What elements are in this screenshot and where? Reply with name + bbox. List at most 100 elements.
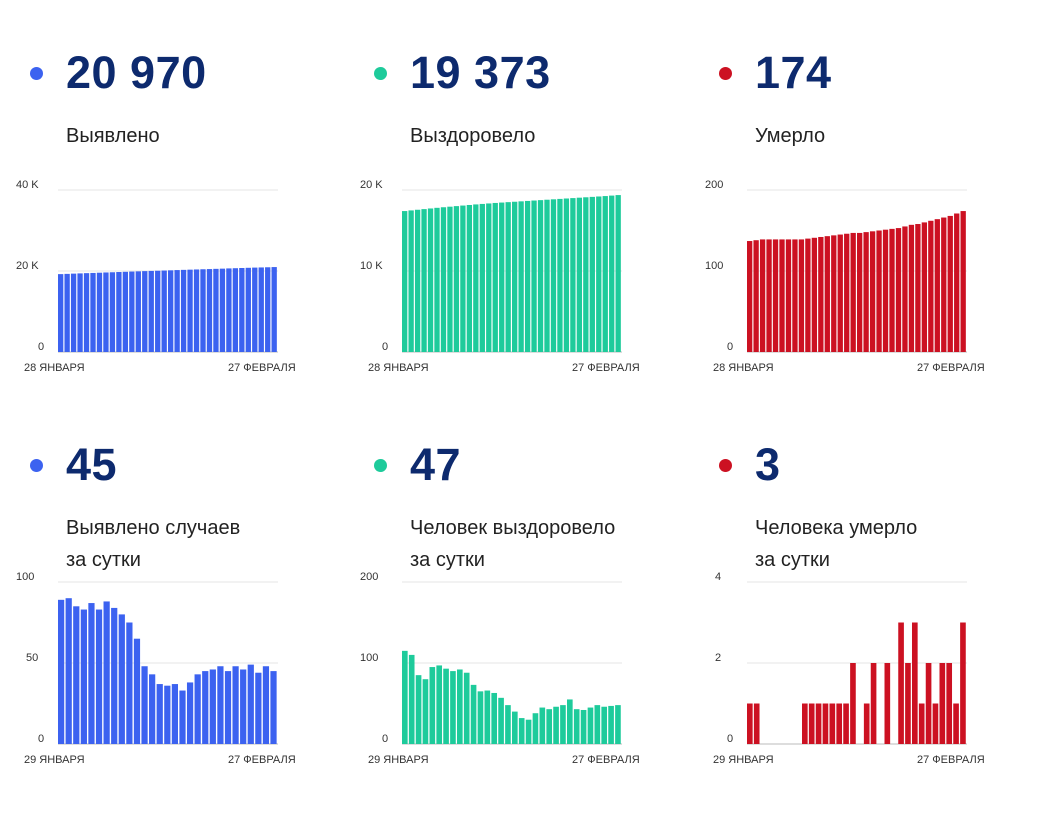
y-tick-label: 2	[715, 652, 721, 664]
bar	[844, 233, 850, 352]
bar	[902, 226, 908, 352]
bar	[443, 668, 449, 744]
bar	[587, 707, 594, 744]
bar	[882, 229, 889, 352]
panel-total-detected: 20 970 Выявлено 0 20 K 40 K 28 ЯНВАРЯ 27 ФЕВРА…	[16, 38, 360, 428]
bar	[466, 204, 473, 352]
bar	[805, 238, 811, 352]
bar	[609, 195, 615, 352]
stat-label-line: Умерло	[755, 125, 826, 147]
bar	[202, 671, 209, 744]
bar	[870, 663, 877, 744]
bar	[155, 270, 161, 352]
bar	[486, 203, 492, 352]
stat-label: Выявлено	[66, 120, 160, 152]
bar	[270, 671, 277, 744]
bar	[505, 202, 511, 352]
x-tick-label-end: 27 ФЕВРАЛЯ	[572, 362, 640, 374]
panel-daily-detected: 45 Выявлено случаев за сутки 0 50 100 29 ЯНВАР…	[16, 430, 360, 820]
bar	[64, 273, 70, 352]
y-tick-label: 20 K	[360, 179, 383, 191]
bar	[90, 272, 96, 352]
bar	[576, 197, 583, 352]
stat-label-line: за сутки	[755, 549, 830, 571]
bar	[232, 268, 239, 352]
bar	[615, 705, 621, 744]
y-tick-label: 20 K	[16, 260, 39, 272]
bar	[941, 217, 947, 352]
bar	[116, 272, 122, 352]
bar	[186, 682, 194, 744]
legend-dot-icon	[30, 459, 43, 472]
bar	[232, 666, 239, 744]
bar	[164, 685, 171, 744]
bar	[918, 703, 925, 744]
y-tick-label: 0	[38, 733, 44, 745]
y-tick-label: 50	[26, 652, 38, 664]
bar	[829, 703, 836, 744]
bar	[546, 709, 553, 744]
bar	[142, 271, 148, 352]
bar	[921, 222, 928, 352]
bar	[271, 267, 277, 352]
y-tick-label: 0	[727, 733, 733, 745]
bar	[915, 224, 921, 352]
bar	[109, 272, 116, 352]
bar	[219, 268, 226, 352]
bar	[436, 665, 443, 744]
y-tick-label: 100	[16, 571, 34, 583]
bar	[594, 705, 601, 744]
bar	[402, 650, 408, 744]
bar	[557, 198, 563, 352]
legend-dot-icon	[719, 459, 732, 472]
bar	[209, 669, 216, 744]
bar	[226, 268, 232, 352]
bar	[596, 196, 602, 352]
bar	[187, 269, 193, 352]
bar	[477, 691, 484, 744]
bar	[168, 270, 174, 352]
y-tick-label: 40 K	[16, 179, 39, 191]
bar	[252, 267, 258, 352]
bar	[126, 622, 133, 744]
bar	[484, 690, 491, 744]
stat-value: 47	[410, 439, 462, 490]
bar	[65, 598, 72, 744]
bar	[518, 201, 524, 352]
bar	[573, 709, 580, 744]
bar	[505, 705, 511, 744]
stat-label: Человек выздоровело за сутки	[410, 512, 615, 576]
bar	[457, 669, 463, 744]
bar	[171, 684, 179, 744]
x-tick-label-end: 27 ФЕВРАЛЯ	[228, 754, 296, 766]
bar	[798, 239, 805, 352]
bar	[589, 196, 595, 352]
bar	[563, 198, 570, 352]
bar	[583, 197, 589, 352]
y-tick-label: 200	[705, 179, 723, 191]
bar	[615, 195, 621, 352]
bar	[876, 230, 882, 352]
bar	[450, 671, 456, 744]
bar	[174, 270, 180, 352]
bar	[766, 239, 772, 352]
legend-dot-icon	[374, 459, 387, 472]
bar	[905, 663, 911, 744]
stat-label: Человека умерло за сутки	[755, 512, 917, 576]
bar	[895, 228, 902, 352]
y-tick-label: 0	[727, 341, 733, 353]
bar	[80, 609, 87, 744]
y-tick-label: 0	[382, 733, 388, 745]
stat-label-line: за сутки	[66, 549, 141, 571]
stat-label: Выявлено случаев за сутки	[66, 512, 240, 576]
bar	[531, 200, 537, 352]
y-tick-label: 100	[360, 652, 378, 664]
bar	[580, 709, 587, 744]
bar	[608, 705, 614, 744]
bar	[934, 219, 940, 352]
bar	[947, 215, 953, 352]
bar	[70, 273, 77, 352]
bar	[537, 200, 544, 353]
legend-dot-icon	[719, 67, 732, 80]
bar	[402, 211, 408, 352]
